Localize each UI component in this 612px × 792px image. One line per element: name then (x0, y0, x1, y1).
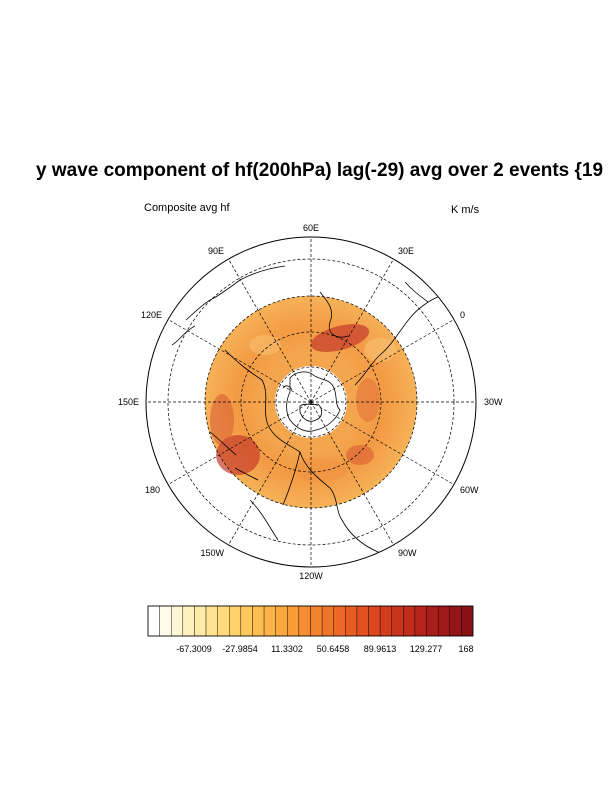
colorbar-box (263, 605, 276, 637)
colorbar-box (379, 605, 392, 637)
colorbar-tick-label: 11.3302 (271, 644, 303, 654)
colorbar-box (461, 605, 474, 637)
colorbar-tick-label: 50.6458 (317, 644, 350, 654)
lon-label: 60W (460, 485, 479, 495)
lon-label: 30E (398, 246, 414, 256)
colorbar-box (437, 605, 450, 637)
colorbar-box (321, 605, 334, 637)
colorbar-tick-label: -27.9854 (222, 644, 258, 654)
chart-title: y wave component of hf(200hPa) lag(-29) … (36, 160, 604, 181)
colorbar-box (287, 605, 300, 637)
lon-label: 0 (460, 310, 465, 320)
colorbar-box (368, 605, 381, 637)
colorbar-box (240, 605, 253, 637)
colorbar-frame (147, 605, 474, 637)
units-label: K m/s (451, 204, 480, 216)
colorbar-box (310, 605, 323, 637)
colorbar-box (171, 605, 184, 637)
lon-label: 90E (208, 246, 224, 256)
colorbar-tick-label: 129.277 (410, 644, 443, 654)
colorbar-box (403, 605, 416, 637)
colorbar-box (182, 605, 195, 637)
colorbar-box (147, 605, 160, 637)
longitude-labels: 60E 30E 0 30W 60W 90W 120W 150W 180 150E… (118, 223, 503, 581)
colorbar-box (391, 605, 404, 637)
lon-label: 150W (200, 548, 224, 558)
colorbar-box (449, 605, 462, 637)
colorbar-box (252, 605, 265, 637)
colorbar-box (194, 605, 207, 637)
colorbar-box (275, 605, 288, 637)
colorbar-box (298, 605, 311, 637)
colorbar-box (414, 605, 427, 637)
lon-label: 120E (141, 310, 162, 320)
colorbar-box (229, 605, 242, 637)
lon-label: 60E (303, 223, 319, 233)
colorbar-tick-label: -67.3009 (176, 644, 212, 654)
graticule (146, 237, 476, 567)
colorbar-box (345, 605, 358, 637)
colorbar-box (159, 605, 172, 637)
colorbar-tick-label: 89.9613 (364, 644, 397, 654)
field-ring (204, 296, 417, 508)
lon-label: 30W (484, 397, 503, 407)
lon-label: 90W (398, 548, 417, 558)
colorbar-labels: -67.3009 -27.9854 11.3302 50.6458 89.961… (176, 644, 473, 654)
colorbar-boxes (147, 605, 474, 637)
map-frame (145, 236, 477, 568)
lon-label: 180 (145, 485, 160, 495)
colorbar-tick-label: 168 (458, 644, 473, 654)
left-subtitle: Composite avg hf (144, 202, 230, 214)
colorbar-box (426, 605, 439, 637)
colorbar-box (356, 605, 369, 637)
lon-label: 120W (299, 571, 323, 581)
colorbar-box (205, 605, 218, 637)
colorbar-box (333, 605, 346, 637)
colorbar-box (217, 605, 230, 637)
lon-label: 150E (118, 397, 139, 407)
coastlines (171, 265, 441, 555)
